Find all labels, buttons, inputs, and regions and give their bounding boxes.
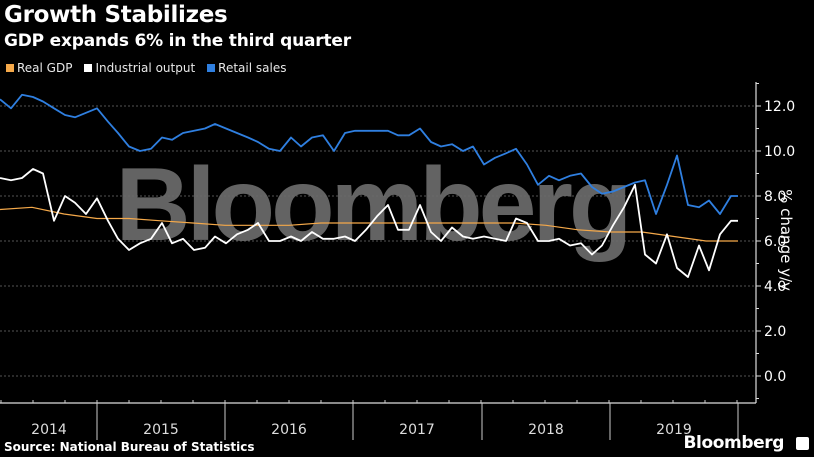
x-axis: 2014 2015 2016 2017 2018 2019: [0, 400, 756, 440]
chart-subtitle: GDP expands 6% in the third quarter: [4, 31, 351, 51]
legend-label-retail-sales: Retail sales: [218, 61, 287, 75]
legend-label-industrial-output: Industrial output: [95, 61, 196, 75]
y-tick-label: 6.0: [764, 234, 786, 250]
y-tick-label: 2.0: [764, 324, 786, 340]
y-tick-label: 10.0: [764, 144, 795, 160]
legend-item-industrial-output[interactable]: Industrial output: [84, 61, 195, 75]
legend-label-real-gdp: Real GDP: [17, 61, 73, 75]
legend-item-real-gdp[interactable]: Real GDP: [6, 61, 72, 75]
x-tick-label: 2015: [143, 422, 179, 438]
y-axis-label: % change y/y: [777, 189, 795, 291]
legend-swatch-retail-sales: [207, 64, 216, 72]
x-tick-label: 2014: [31, 422, 67, 438]
y-tick-label: 8.0: [764, 189, 786, 205]
source-note: Source: National Bureau of Statistics: [4, 440, 255, 454]
chart-icon: [796, 437, 809, 450]
series-line-industrial-output: [0, 168, 738, 278]
series-line-retail-sales: [0, 93, 738, 215]
legend-item-retail-sales[interactable]: Retail sales: [207, 61, 286, 75]
y-tick-label: 12.0: [764, 99, 795, 115]
x-tick-label: 2018: [528, 422, 564, 438]
legend-swatch-real-gdp: [6, 64, 14, 72]
x-tick-label: 2017: [399, 422, 435, 438]
data-lines: [0, 93, 738, 278]
y-tick-label: 4.0: [764, 279, 786, 295]
watermark: Bloomberg: [116, 147, 629, 263]
brand-logo: Bloomberg: [683, 433, 784, 453]
legend-swatch-industrial-output: [84, 64, 93, 72]
legend: Real GDP Industrial output Retail sales: [6, 61, 286, 75]
series-line-real-gdp: [0, 206, 738, 242]
y-tick-label: 0.0: [764, 369, 786, 385]
x-tick-label: 2016: [271, 422, 307, 438]
chart-title: Growth Stabilizes: [4, 2, 228, 28]
y-axis: 0.0 2.0 4.0 6.0 8.0 10.0 12.0: [755, 82, 795, 403]
x-tick-label: 2019: [656, 422, 692, 438]
